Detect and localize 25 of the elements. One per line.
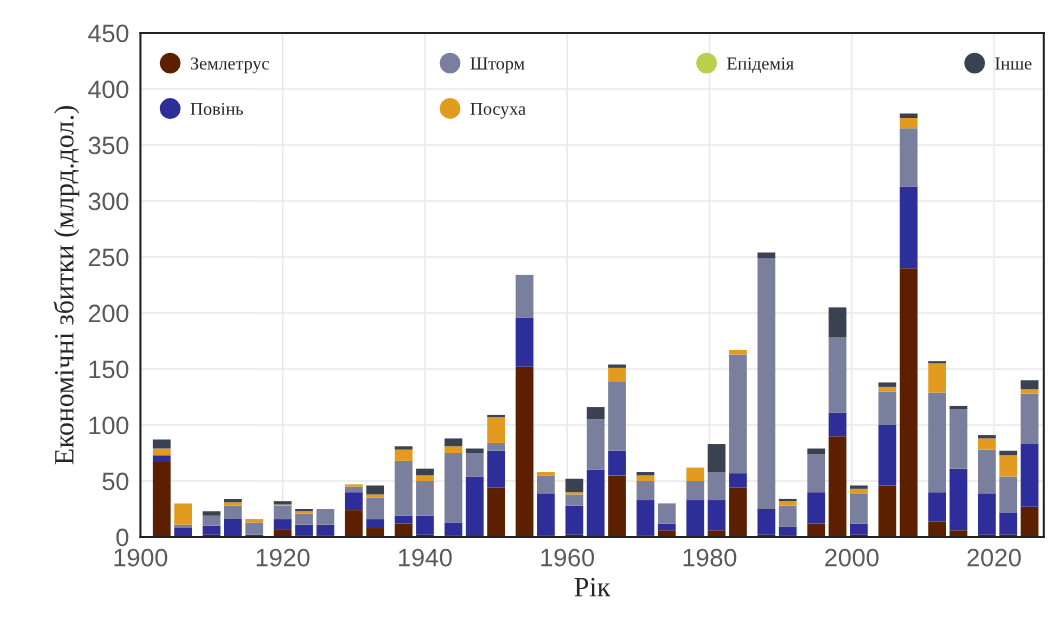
y-tick-label: 50: [102, 472, 129, 491]
legend-label: Шторм: [470, 57, 525, 74]
legend-label: Посуха: [470, 102, 526, 119]
y-tick-label: 0: [116, 528, 129, 547]
x-tick-label: 1980: [683, 548, 737, 567]
legend-label: Повінь: [190, 102, 244, 116]
legend-label: Інше: [995, 57, 1032, 70]
y-tick-label: 150: [89, 360, 129, 379]
y-tick-label: 250: [88, 248, 129, 267]
y-tick-label: 200: [88, 304, 129, 323]
x-tick-label: 1900: [114, 548, 168, 567]
y-tick-label: 100: [89, 416, 129, 435]
y-tick-label: 450: [88, 24, 129, 43]
x-tick-label: 1940: [399, 548, 452, 567]
y-tick-label: 300: [88, 192, 129, 211]
y-tick-label: 400: [88, 80, 129, 99]
legend-label: Землетрус: [190, 57, 269, 74]
x-tick-label: 1960: [541, 548, 595, 567]
legend-label: Епідемія: [726, 57, 794, 73]
x-axis-title: Рік: [574, 577, 611, 597]
y-axis-title: Економічні збитки (млрд.дол.): [53, 106, 80, 465]
x-tick-label: 2020: [967, 548, 1021, 567]
x-tick-label: 1920: [256, 548, 310, 567]
x-tick-label: 2000: [825, 548, 879, 567]
y-tick-label: 350: [88, 136, 129, 155]
